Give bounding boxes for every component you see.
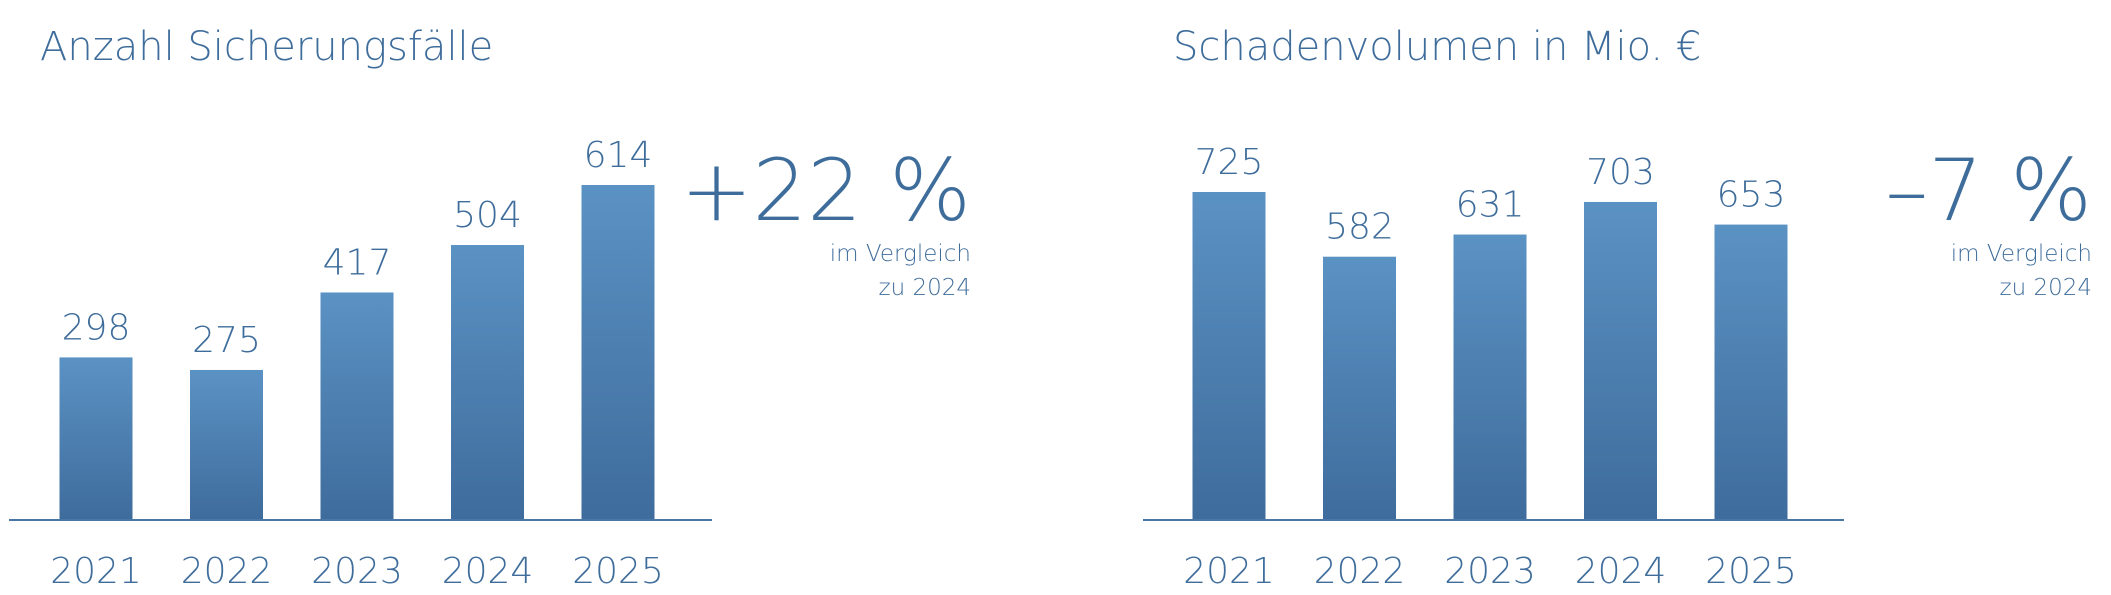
value-label: 504 <box>453 195 522 236</box>
note: zu 2024 <box>2000 275 2093 301</box>
value-label: 298 <box>62 307 131 348</box>
x-tick-label: 2023 <box>1444 551 1536 592</box>
x-tick-label: 2024 <box>1575 551 1667 592</box>
bar <box>451 245 524 520</box>
note: im Vergleich <box>830 241 971 267</box>
bar <box>1192 192 1266 520</box>
x-tick-label: 2025 <box>1705 551 1797 592</box>
value-label: 614 <box>584 135 653 176</box>
bar <box>59 357 133 520</box>
x-tick-label: 2021 <box>1183 551 1275 592</box>
note: im Vergleich <box>1951 241 2092 267</box>
x-tick-label: 2023 <box>311 551 403 592</box>
chart-title: Schadenvolumen in Mio. € <box>1173 24 1701 70</box>
bar <box>1453 234 1527 520</box>
x-tick-label: 2022 <box>181 551 273 592</box>
change-annotation: –7 % <box>1885 141 2092 241</box>
bar <box>190 369 263 520</box>
x-tick-label: 2021 <box>50 551 142 592</box>
value-label: 582 <box>1325 207 1394 248</box>
bar <box>1714 224 1788 520</box>
x-tick-label: 2025 <box>572 551 664 592</box>
value-label: 417 <box>323 242 392 283</box>
note: zu 2024 <box>879 275 972 301</box>
bar <box>581 185 655 520</box>
x-tick-label: 2024 <box>442 551 534 592</box>
bar <box>1584 201 1657 520</box>
value-label: 725 <box>1195 142 1264 183</box>
bar <box>320 292 394 520</box>
value-label: 653 <box>1717 175 1786 216</box>
bar <box>1323 256 1396 520</box>
x-tick-label: 2022 <box>1314 551 1406 592</box>
value-label: 275 <box>192 320 261 361</box>
change-annotation: +22 % <box>680 141 971 241</box>
chart-title: Anzahl Sicherungsfälle <box>40 24 493 70</box>
value-label: 631 <box>1456 185 1525 226</box>
value-label: 703 <box>1586 152 1655 193</box>
